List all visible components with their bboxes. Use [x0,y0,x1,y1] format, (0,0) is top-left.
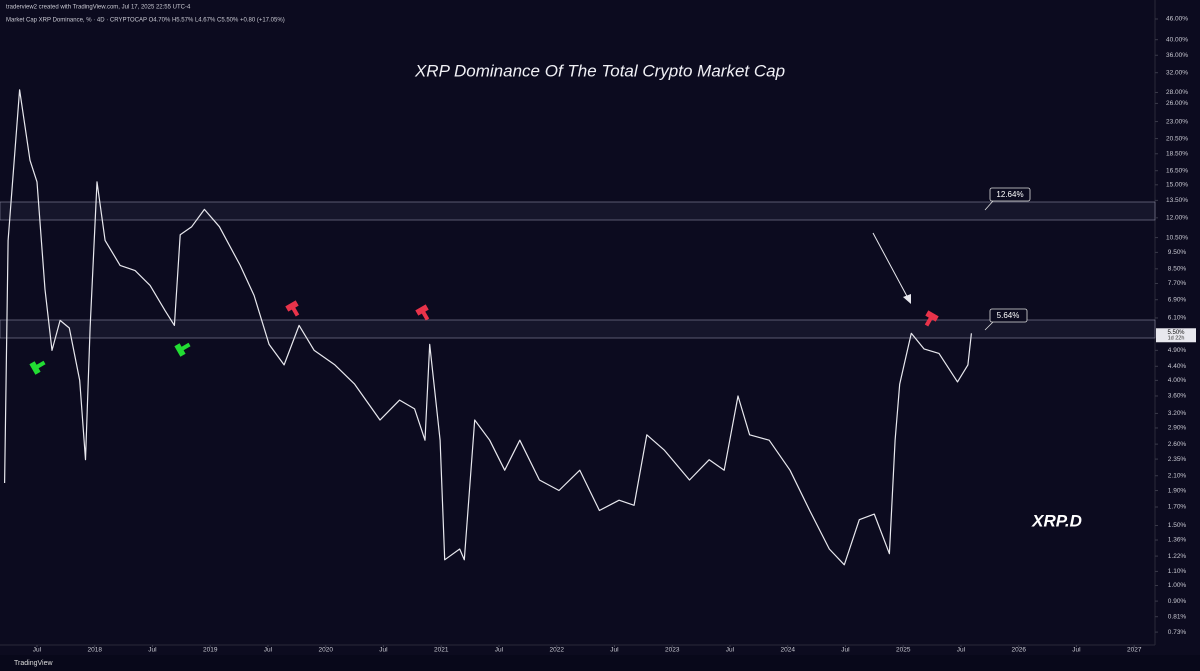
x-tick-label: Jul [726,647,735,654]
y-tick-label: 12.00% [1166,215,1188,222]
hammer-icon [924,310,939,327]
y-tick-label: 36.00% [1166,52,1188,59]
y-tick-label: 0.73% [1168,629,1187,636]
y-tick-label: 1.00% [1168,582,1187,589]
y-tick-label: 20.50% [1166,135,1188,142]
y-tick-label: 2.35% [1168,456,1187,463]
x-tick-label: 2021 [434,647,449,654]
y-tick-label: 1.36% [1168,537,1187,544]
hammer-icon [174,342,191,357]
footer-bar [0,655,1200,671]
y-tick-label: 0.90% [1168,598,1187,605]
watermark: XRP.D [1031,511,1082,530]
y-tick-label: 1.50% [1168,522,1187,529]
x-tick-label: 2019 [203,647,218,654]
y-tick-label: 1.22% [1168,553,1187,560]
x-tick-label: 2023 [665,647,680,654]
arrow-head [903,294,911,304]
y-tick-label: 15.00% [1166,182,1188,189]
x-tick-label: 2027 [1127,647,1142,654]
x-tick-label: Jul [495,647,504,654]
x-tick-label: Jul [957,647,966,654]
callout-label: 12.64% [996,190,1023,199]
y-tick-label: 28.00% [1166,89,1188,96]
y-tick-label: 4.40% [1168,363,1187,370]
resistance-zone [0,319,1156,339]
price-tag [1156,328,1196,343]
y-tick-label: 2.10% [1168,472,1187,479]
x-tick-label: 2026 [1011,647,1026,654]
y-tick-label: 10.50% [1166,234,1188,241]
credit: traderview2 created with TradingView.com… [6,5,191,11]
y-tick-label: 32.00% [1166,69,1188,76]
y-tick-label: 6.90% [1168,296,1187,303]
x-tick-label: Jul [148,647,157,654]
callout-label: 5.64% [997,311,1020,320]
y-tick-label: 4.90% [1168,347,1187,354]
callout-leader [984,321,994,331]
symbol-info: Market Cap XRP Dominance, % · 4D · CRYPT… [6,18,285,24]
callout-leader [984,200,994,211]
y-tick-label: 18.50% [1166,150,1188,157]
x-tick-label: 2022 [549,647,564,654]
y-tick-label: 23.00% [1166,118,1188,125]
footer-brand: TradingView [14,660,53,667]
y-tick-label: 0.81% [1168,613,1187,620]
x-tick-label: 2020 [318,647,333,654]
y-tick-label: 40.00% [1166,36,1188,43]
y-tick-label: 2.90% [1168,425,1187,432]
callout-box [989,308,1028,323]
y-tick-label: 46.00% [1166,16,1188,23]
hammer-icon [29,360,46,375]
hammer-icon [415,304,430,321]
y-tick-label: 16.50% [1166,167,1188,174]
arrow [872,232,910,301]
x-tick-label: 2018 [87,647,102,654]
x-tick-label: Jul [379,647,388,654]
x-tick-label: 2025 [896,647,911,654]
y-tick-label: 3.60% [1168,393,1187,400]
y-tick-label: 9.50% [1168,249,1187,256]
y-tick-label: 1.70% [1168,504,1187,511]
series-line [4,89,972,566]
x-tick-label: Jul [1072,647,1081,654]
chart-title: XRP Dominance Of The Total Crypto Market… [414,61,785,80]
x-tick-label: Jul [841,647,850,654]
y-tick-label: 13.50% [1166,197,1188,204]
y-tick-label: 1.10% [1168,568,1187,575]
price-tag-label: 5.50% [1167,330,1185,336]
hammer-icon [285,300,300,317]
callout-box [989,187,1031,202]
y-tick-label: 7.70% [1168,280,1187,287]
x-tick-label: Jul [610,647,619,654]
y-tick-label: 26.00% [1166,100,1188,107]
x-tick-label: 2024 [780,647,795,654]
y-tick-label: 4.00% [1168,377,1187,384]
resistance-zone [0,201,1156,221]
y-tick-label: 3.20% [1168,410,1187,417]
y-tick-label: 1.90% [1168,487,1187,494]
y-tick-label: 6.10% [1168,315,1187,322]
y-tick-label: 8.50% [1168,266,1187,273]
price-tag-countdown: 1d 22h [1168,336,1185,342]
x-tick-label: Jul [264,647,273,654]
x-tick-label: Jul [33,647,42,654]
y-tick-label: 2.60% [1168,441,1187,448]
